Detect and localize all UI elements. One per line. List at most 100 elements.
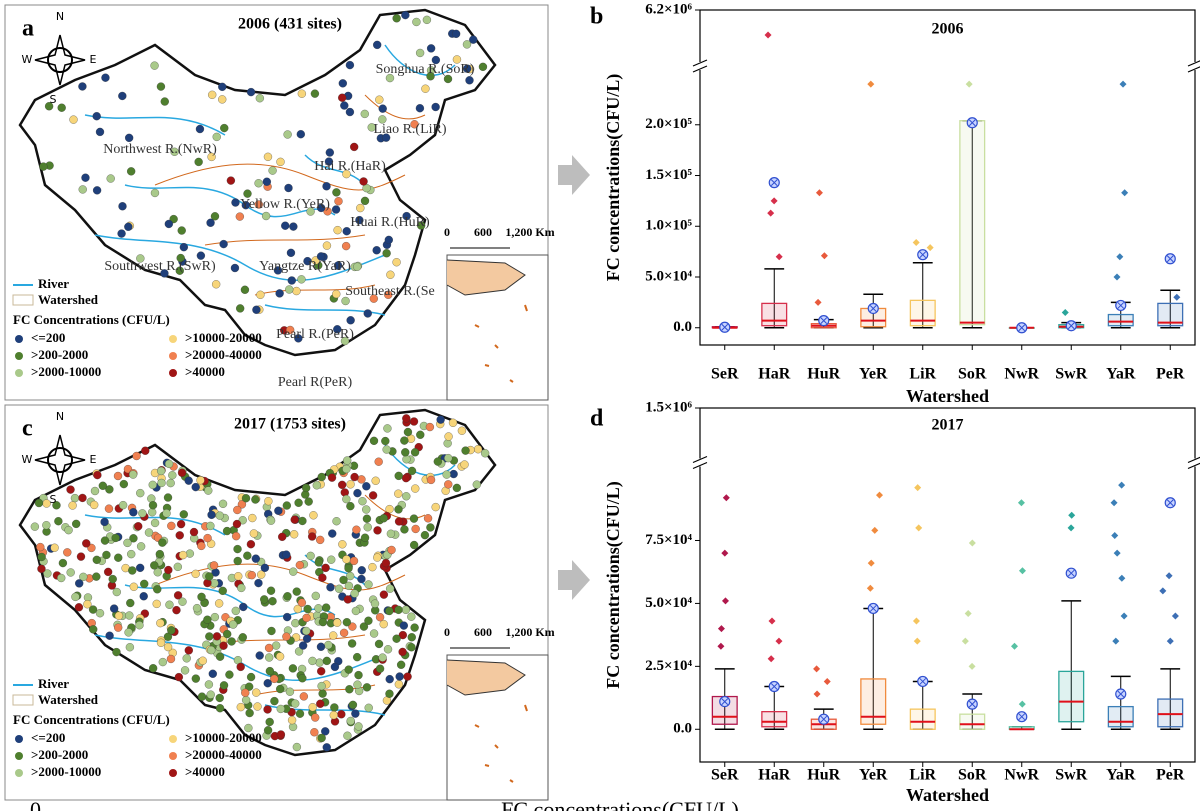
outlier bbox=[717, 642, 725, 650]
site-dot bbox=[212, 280, 221, 289]
site-dot bbox=[206, 690, 215, 699]
site-dot bbox=[292, 286, 301, 296]
river-label: Yellow R.(YeR) bbox=[240, 197, 330, 212]
scale-label: 0 bbox=[444, 225, 450, 239]
site-dot bbox=[294, 498, 303, 507]
site-dot bbox=[283, 612, 292, 622]
site-dot bbox=[125, 643, 135, 652]
site-dot bbox=[245, 682, 254, 691]
site-dot bbox=[256, 290, 265, 299]
site-dot bbox=[472, 480, 481, 489]
site-dot bbox=[357, 574, 366, 584]
site-dot bbox=[260, 595, 269, 604]
site-dot bbox=[43, 569, 52, 578]
site-dot bbox=[326, 583, 335, 592]
site-dot bbox=[37, 552, 46, 562]
compass-letter: W bbox=[22, 53, 33, 66]
site-dot bbox=[372, 246, 381, 255]
river-label: Southwest R.(SwR) bbox=[104, 259, 216, 274]
site-dot bbox=[276, 157, 285, 167]
site-dot bbox=[309, 511, 318, 520]
site-dot bbox=[135, 621, 144, 630]
site-dot bbox=[348, 622, 357, 631]
site-dot bbox=[229, 620, 238, 629]
site-dot bbox=[329, 710, 338, 720]
site-dot bbox=[357, 566, 366, 575]
legend-label: >10000-20000 bbox=[185, 730, 262, 745]
site-dot bbox=[125, 133, 134, 142]
site-dot bbox=[382, 445, 391, 454]
site-dot bbox=[302, 613, 311, 623]
site-dot bbox=[360, 196, 370, 206]
site-dot bbox=[330, 703, 339, 712]
legend-dot bbox=[169, 769, 177, 777]
site-dot bbox=[210, 212, 220, 221]
site-dot bbox=[392, 14, 401, 23]
legend-label: >2000-10000 bbox=[31, 764, 101, 779]
site-dot bbox=[410, 448, 420, 457]
site-dot bbox=[286, 325, 295, 335]
site-dot bbox=[333, 226, 342, 235]
site-dot bbox=[241, 695, 251, 705]
map-title: 2006 (431 sites) bbox=[238, 16, 342, 33]
x-tick-label: HaR bbox=[758, 767, 790, 784]
site-dot bbox=[150, 561, 159, 570]
outlier bbox=[814, 298, 822, 306]
site-dot bbox=[322, 743, 331, 752]
site-dot bbox=[374, 639, 384, 649]
site-dot bbox=[158, 538, 167, 547]
site-dot bbox=[344, 581, 354, 591]
outlier bbox=[820, 252, 828, 260]
site-dot bbox=[318, 617, 328, 627]
site-dot bbox=[409, 417, 419, 426]
scale-label: 1,200 Km bbox=[505, 225, 554, 239]
site-dot bbox=[272, 641, 281, 650]
site-dot bbox=[287, 716, 297, 725]
site-dot bbox=[356, 203, 365, 213]
site-dot bbox=[150, 188, 160, 198]
site-dot bbox=[78, 82, 87, 91]
site-dot bbox=[264, 643, 274, 653]
inset-coast bbox=[446, 259, 526, 296]
site-dot bbox=[90, 486, 100, 496]
site-dot bbox=[148, 508, 157, 517]
site-dot bbox=[308, 656, 317, 666]
site-dot bbox=[158, 657, 167, 667]
site-dot bbox=[81, 173, 90, 182]
arrow bbox=[558, 560, 590, 600]
site-dot bbox=[409, 540, 419, 550]
site-dot bbox=[92, 186, 102, 195]
site-dot bbox=[195, 124, 205, 134]
site-dot bbox=[263, 705, 272, 714]
site-dot bbox=[210, 612, 220, 622]
site-dot bbox=[180, 666, 190, 675]
x-tick-label: LiR bbox=[909, 366, 936, 383]
site-dot bbox=[415, 104, 425, 113]
site-dot bbox=[381, 436, 390, 446]
outlier bbox=[965, 80, 973, 88]
site-dot bbox=[423, 514, 433, 523]
legend-dot bbox=[15, 369, 23, 377]
site-dot bbox=[409, 514, 419, 523]
outlier bbox=[1120, 612, 1128, 620]
site-dot bbox=[163, 642, 173, 652]
site-dot bbox=[119, 479, 128, 489]
site-dot bbox=[118, 501, 128, 510]
legend-label: <=200 bbox=[31, 330, 65, 345]
site-dot bbox=[386, 529, 396, 538]
mean-cross bbox=[1166, 499, 1174, 507]
site-dot bbox=[156, 638, 166, 647]
site-dot bbox=[461, 446, 470, 455]
site-dot bbox=[264, 497, 273, 506]
site-dot bbox=[197, 692, 207, 701]
site-dot bbox=[232, 519, 242, 529]
site-dot bbox=[102, 550, 111, 560]
site-dot bbox=[378, 104, 387, 113]
mean-cross bbox=[770, 179, 778, 186]
site-dot bbox=[136, 563, 145, 573]
site-dot bbox=[395, 672, 404, 681]
site-dot bbox=[306, 551, 315, 561]
river-label: Hai R.(HaR) bbox=[314, 159, 386, 174]
site-dot bbox=[276, 730, 286, 739]
site-dot bbox=[473, 445, 483, 454]
